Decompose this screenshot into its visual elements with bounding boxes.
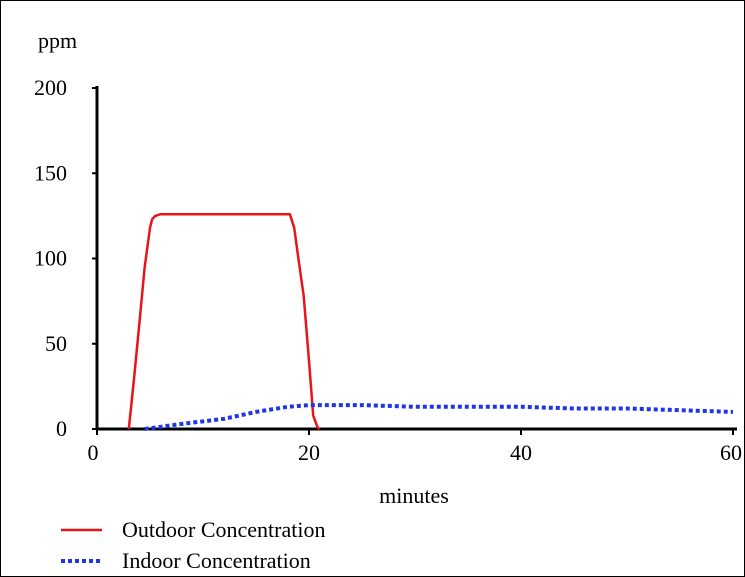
y-tick-label: 100 [34, 246, 67, 271]
x-tick-label: 40 [510, 440, 532, 465]
legend-label-indoor: Indoor Concentration [122, 548, 311, 573]
x-tick-label: 20 [298, 440, 320, 465]
x-tick-label: 0 [88, 440, 99, 465]
y-tick-label: 150 [34, 160, 67, 185]
x-tick-labels: 0 20 40 60 [88, 429, 742, 465]
plot-series [127, 212, 734, 431]
y-tick-label: 200 [34, 75, 67, 100]
y-tick-label: 0 [56, 416, 67, 441]
series-outdoor-line [127, 212, 321, 430]
y-axis-title: ppm [38, 28, 77, 53]
x-tick-label: 60 [720, 440, 742, 465]
y-tick-label: 50 [45, 331, 67, 356]
legend-label-outdoor: Outdoor Concentration [122, 517, 325, 542]
legend: Outdoor Concentration Indoor Concentrati… [61, 517, 325, 573]
series-indoor-line [144, 403, 734, 431]
x-axis-title: minutes [379, 483, 449, 508]
y-tick-labels: 0 50 100 150 200 [34, 75, 97, 441]
axes [95, 86, 737, 431]
